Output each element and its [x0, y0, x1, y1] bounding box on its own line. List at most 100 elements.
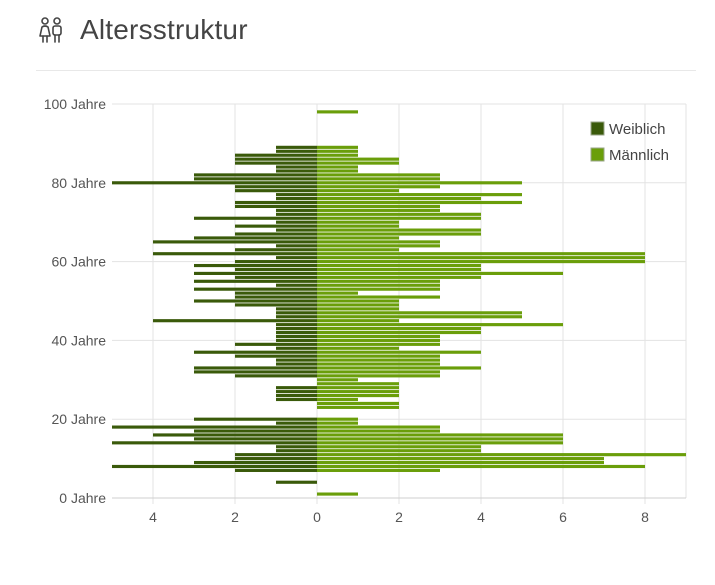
bar-weiblich[interactable] [235, 260, 317, 264]
bar-weiblich[interactable] [235, 185, 317, 189]
bar-maennlich[interactable] [317, 169, 358, 173]
bar-weiblich[interactable] [276, 149, 317, 153]
bar-maennlich[interactable] [317, 240, 440, 244]
bar-maennlich[interactable] [317, 145, 358, 149]
bar-weiblich[interactable] [276, 256, 317, 260]
bar-weiblich[interactable] [153, 252, 317, 256]
bar-maennlich[interactable] [317, 244, 440, 248]
bar-maennlich[interactable] [317, 346, 399, 350]
bar-weiblich[interactable] [194, 287, 317, 291]
bar-maennlich[interactable] [317, 228, 481, 232]
bar-weiblich[interactable] [194, 173, 317, 177]
bar-maennlich[interactable] [317, 181, 522, 185]
bar-weiblich[interactable] [276, 362, 317, 366]
bar-weiblich[interactable] [153, 433, 317, 437]
bar-weiblich[interactable] [235, 291, 317, 295]
bar-weiblich[interactable] [276, 386, 317, 390]
bar-weiblich[interactable] [276, 358, 317, 362]
bar-weiblich[interactable] [194, 299, 317, 303]
bar-maennlich[interactable] [317, 267, 481, 272]
bar-weiblich[interactable] [276, 283, 317, 287]
bar-weiblich[interactable] [235, 248, 317, 252]
bar-weiblich[interactable] [235, 295, 317, 299]
bar-weiblich[interactable] [276, 334, 317, 339]
bar-weiblich[interactable] [276, 311, 317, 315]
bar-maennlich[interactable] [317, 468, 440, 472]
bar-weiblich[interactable] [235, 468, 317, 472]
bar-maennlich[interactable] [317, 437, 563, 441]
bar-maennlich[interactable] [317, 291, 358, 295]
bar-maennlich[interactable] [317, 311, 522, 315]
bar-weiblich[interactable] [235, 354, 317, 358]
bar-weiblich[interactable] [235, 157, 317, 161]
bar-weiblich[interactable] [194, 263, 317, 268]
bar-weiblich[interactable] [276, 323, 317, 327]
bar-weiblich[interactable] [276, 145, 317, 149]
bar-maennlich[interactable] [317, 460, 604, 465]
bar-weiblich[interactable] [112, 425, 317, 429]
bar-maennlich[interactable] [317, 165, 358, 169]
legend-swatch-maennlich[interactable] [590, 147, 605, 162]
bar-weiblich[interactable] [276, 397, 317, 402]
bar-maennlich[interactable] [317, 173, 440, 177]
bar-weiblich[interactable] [194, 417, 317, 421]
bar-weiblich[interactable] [194, 437, 317, 441]
bar-maennlich[interactable] [317, 354, 440, 358]
bar-maennlich[interactable] [317, 208, 440, 212]
bar-maennlich[interactable] [317, 196, 481, 201]
bar-maennlich[interactable] [317, 366, 481, 370]
bar-weiblich[interactable] [276, 480, 317, 484]
bar-maennlich[interactable] [317, 295, 440, 299]
bar-weiblich[interactable] [276, 212, 317, 216]
bar-maennlich[interactable] [317, 275, 481, 279]
bar-maennlich[interactable] [317, 382, 399, 386]
bar-weiblich[interactable] [235, 303, 317, 307]
bar-maennlich[interactable] [317, 216, 481, 220]
bar-weiblich[interactable] [276, 193, 317, 197]
bar-maennlich[interactable] [317, 393, 399, 398]
bar-maennlich[interactable] [317, 315, 522, 319]
bar-weiblich[interactable] [235, 457, 317, 461]
bar-maennlich[interactable] [317, 323, 563, 327]
bar-maennlich[interactable] [317, 338, 440, 342]
bar-maennlich[interactable] [317, 252, 645, 256]
bar-weiblich[interactable] [153, 319, 317, 323]
bar-maennlich[interactable] [317, 263, 481, 268]
bar-weiblich[interactable] [112, 464, 317, 469]
bar-maennlich[interactable] [317, 256, 645, 260]
bar-weiblich[interactable] [194, 366, 317, 370]
bar-weiblich[interactable] [276, 393, 317, 398]
bar-maennlich[interactable] [317, 342, 440, 346]
bar-weiblich[interactable] [112, 441, 317, 445]
bar-weiblich[interactable] [194, 216, 317, 220]
bar-maennlich[interactable] [317, 232, 481, 236]
bar-maennlich[interactable] [317, 200, 522, 205]
bar-weiblich[interactable] [235, 342, 317, 346]
bar-maennlich[interactable] [317, 204, 440, 209]
bar-maennlich[interactable] [317, 149, 358, 153]
bar-maennlich[interactable] [317, 299, 399, 303]
bar-maennlich[interactable] [317, 449, 481, 453]
bar-weiblich[interactable] [276, 421, 317, 425]
bar-weiblich[interactable] [276, 315, 317, 319]
bar-maennlich[interactable] [317, 370, 440, 374]
bar-weiblich[interactable] [235, 204, 317, 209]
bar-maennlich[interactable] [317, 425, 440, 429]
bar-maennlich[interactable] [317, 287, 440, 291]
bar-weiblich[interactable] [276, 244, 317, 248]
bar-maennlich[interactable] [317, 283, 440, 287]
bar-maennlich[interactable] [317, 185, 440, 189]
bar-maennlich[interactable] [317, 224, 399, 228]
bar-maennlich[interactable] [317, 492, 358, 496]
bar-maennlich[interactable] [317, 429, 440, 433]
bar-weiblich[interactable] [235, 224, 317, 228]
bar-maennlich[interactable] [317, 189, 399, 193]
bar-weiblich[interactable] [276, 445, 317, 449]
bar-weiblich[interactable] [194, 370, 317, 374]
bar-maennlich[interactable] [317, 433, 563, 437]
bar-maennlich[interactable] [317, 362, 440, 366]
bar-weiblich[interactable] [276, 330, 317, 335]
bar-maennlich[interactable] [317, 421, 358, 425]
bar-maennlich[interactable] [317, 307, 399, 311]
bar-weiblich[interactable] [276, 327, 317, 331]
